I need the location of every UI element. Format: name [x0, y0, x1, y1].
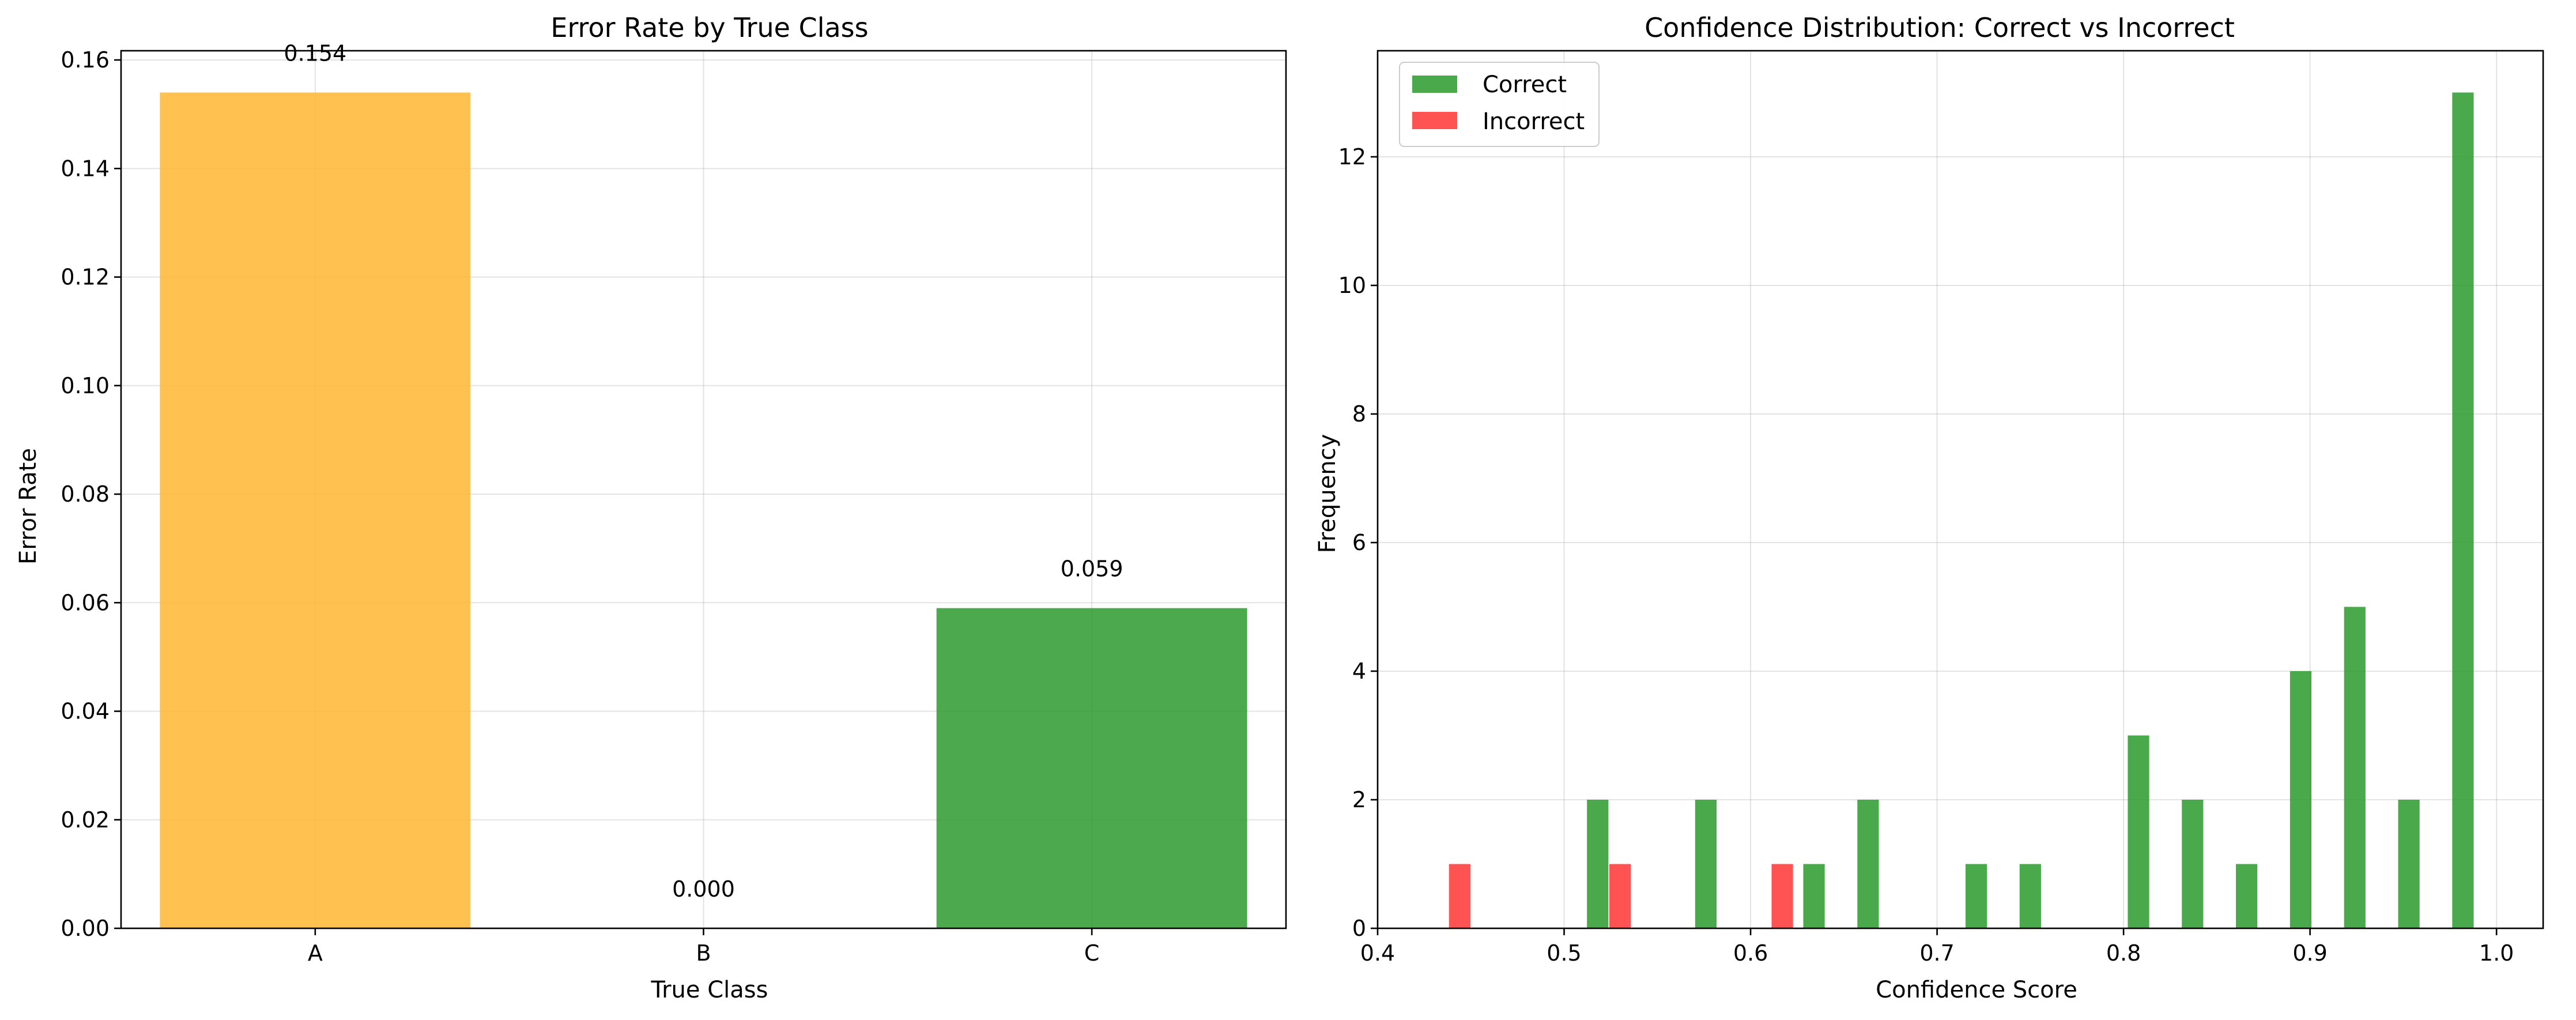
- data-label-C: 0.059: [1061, 556, 1123, 582]
- chart1-xtick-label: C: [1084, 940, 1100, 966]
- chart1-ytick-label: 0.02: [61, 807, 110, 833]
- chart2-frame: [1376, 50, 2544, 929]
- hist-bar-correct: [1695, 799, 1717, 928]
- hist-bar-incorrect: [1771, 864, 1793, 928]
- chart1-ytick-label: 0.08: [61, 481, 110, 507]
- chart2-xtick-label: 0.5: [1547, 940, 1581, 966]
- hist-bar-correct: [1857, 799, 1879, 928]
- chart2-xtick-label: 0.4: [1360, 940, 1395, 966]
- hist-bar-correct: [2290, 671, 2312, 928]
- legend-label-incorrect: Incorrect: [1483, 108, 1585, 135]
- chart2-ytick-label: 0: [1352, 916, 1366, 941]
- chart2-xtick-label: 0.9: [2292, 940, 2327, 966]
- chart1-ytick-label: 0.12: [61, 265, 110, 290]
- chart1-ytick-label: 0.00: [61, 916, 110, 941]
- hist-bar-incorrect: [1609, 864, 1631, 928]
- chart2-ytick-label: 6: [1352, 530, 1366, 555]
- data-label-A: 0.154: [284, 40, 346, 66]
- hist-bar-correct: [1587, 799, 1609, 928]
- chart2-title: Confidence Distribution: Correct vs Inco…: [1645, 12, 2235, 43]
- chart2-ylabel: Frequency: [1314, 434, 1341, 554]
- hist-bar-correct: [2182, 799, 2204, 928]
- hist-bar-correct: [2019, 864, 2041, 928]
- chart2-ytick-label: 12: [1338, 144, 1366, 170]
- chart2-xtick-label: 0.7: [1919, 940, 1954, 966]
- chart1-frame: [120, 50, 1287, 929]
- chart1-ylabel: Error Rate: [15, 448, 42, 564]
- hist-bar-correct: [2236, 864, 2258, 928]
- chart2-ytick-label: 10: [1338, 273, 1366, 298]
- chart2-ytick-label: 4: [1352, 658, 1366, 684]
- hist-bar-correct: [2128, 735, 2149, 928]
- chart2-xtick-label: 0.8: [2106, 940, 2141, 966]
- chart2-ytick-label: 8: [1352, 401, 1366, 427]
- hist-bar-correct: [1803, 864, 1825, 928]
- hist-bar-correct: [1965, 864, 1987, 928]
- chart1-ytick-label: 0.10: [61, 373, 110, 398]
- chart1-ytick-label: 0.06: [61, 590, 110, 615]
- chart1-xtick-label: B: [696, 940, 711, 966]
- chart1-ytick-label: 0.04: [61, 699, 110, 724]
- chart1-title: Error Rate by True Class: [550, 12, 868, 43]
- legend-swatch-incorrect: [1412, 112, 1457, 129]
- chart2-xtick-label: 0.6: [1733, 940, 1768, 966]
- chart1-xtick-label: A: [308, 940, 323, 966]
- chart1-ytick-label: 0.14: [61, 156, 110, 181]
- hist-bar-correct: [2398, 799, 2420, 928]
- chart2-ytick-label: 2: [1352, 787, 1366, 812]
- data-label-B: 0.000: [672, 876, 735, 902]
- legend-label-correct: Correct: [1483, 71, 1567, 98]
- error-rate-chart: Error Rate by True Class True Class Erro…: [15, 12, 1287, 1003]
- legend-swatch-correct: [1412, 76, 1457, 93]
- chart1-xlabel: True Class: [651, 977, 768, 1003]
- chart1-ytick-label: 0.16: [61, 47, 110, 73]
- chart2-xtick-label: 1.0: [2479, 940, 2514, 966]
- hist-bar-correct: [2452, 92, 2474, 928]
- chart2-xlabel: Confidence Score: [1876, 977, 2077, 1003]
- bar-A: [160, 92, 471, 928]
- hist-bar-correct: [2344, 607, 2366, 928]
- bar-C: [936, 608, 1247, 928]
- legend: Correct Incorrect: [1399, 62, 1600, 147]
- hist-bar-incorrect: [1449, 864, 1470, 928]
- confidence-histogram: Confidence Distribution: Correct vs Inco…: [1314, 12, 2544, 1003]
